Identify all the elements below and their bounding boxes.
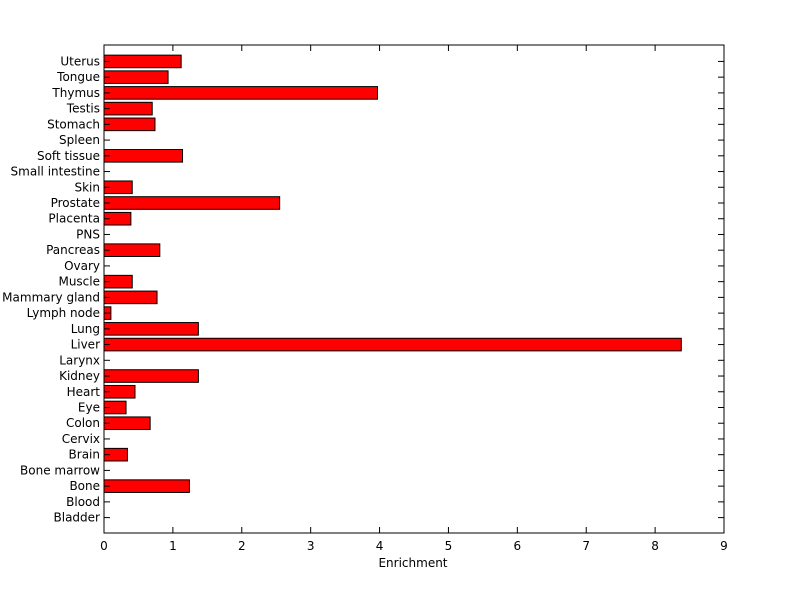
- y-tick-label: Tongue: [56, 70, 100, 84]
- x-tick-label: 7: [582, 539, 590, 553]
- x-ticks-layer: 0 1 2 3 4 5 6 7 8 9: [100, 45, 728, 553]
- bar-uterus: [103, 54, 182, 69]
- y-tick-label: Blood: [66, 495, 100, 509]
- plot-frame: [103, 44, 725, 534]
- y-tick-label: Small intestine: [11, 165, 100, 179]
- x-tick-label: 1: [169, 539, 177, 553]
- y-tick-label: Skin: [74, 180, 100, 194]
- y-tick-label: Stomach: [47, 117, 100, 131]
- y-tick-label: Prostate: [51, 196, 100, 210]
- y-tick-label: Mammary gland: [2, 290, 100, 304]
- bar-liver: [103, 337, 682, 352]
- y-tick-label: Lung: [71, 322, 100, 336]
- y-tick-label: Placenta: [48, 212, 100, 226]
- y-tick-label: Colon: [66, 416, 100, 430]
- y-tick-label: Bone: [69, 479, 100, 493]
- y-tick-label: Brain: [69, 448, 100, 462]
- bar-pancreas: [103, 243, 161, 257]
- y-tick-label: Lymph node: [27, 306, 100, 320]
- y-tick-label: PNS: [76, 227, 100, 241]
- y-tick-label: Ovary: [64, 259, 100, 273]
- x-tick-label: 3: [307, 539, 315, 553]
- x-tick-label: 2: [238, 539, 246, 553]
- x-tick-label: 0: [100, 539, 108, 553]
- x-tick-label: 9: [720, 539, 728, 553]
- y-tick-label: Kidney: [59, 369, 100, 383]
- bar-kidney: [103, 369, 199, 383]
- bar-thymus: [103, 86, 378, 100]
- x-tick-label: 6: [514, 539, 522, 553]
- bar-prostate: [103, 196, 281, 210]
- bar-testis: [103, 101, 153, 116]
- bar-bone: [103, 479, 190, 493]
- bar-tongue: [103, 70, 169, 84]
- y-tick-label: Bone marrow: [20, 463, 100, 477]
- y-tick-label: Liver: [71, 338, 101, 352]
- bar-lung: [103, 322, 199, 336]
- x-tick-label: 8: [651, 539, 659, 553]
- bar-stomach: [103, 117, 156, 132]
- bar-colon: [103, 416, 151, 431]
- y-tick-label: Heart: [67, 385, 101, 399]
- y-tick-label: Spleen: [59, 133, 100, 147]
- bar-mammary-gland: [103, 290, 158, 305]
- x-axis-label: Enrichment: [378, 556, 447, 570]
- y-tick-label: Bladder: [54, 511, 101, 525]
- y-tick-label: Pancreas: [46, 243, 100, 257]
- bar-soft-tissue: [103, 149, 184, 163]
- x-tick-label: 5: [445, 539, 453, 553]
- y-tick-label: Eye: [78, 400, 100, 414]
- y-tick-label: Uterus: [60, 54, 100, 68]
- y-tick-label: Thymus: [51, 86, 100, 100]
- x-tick-label: 4: [376, 539, 384, 553]
- plot-background: [104, 45, 724, 533]
- y-tick-label: Testis: [66, 102, 100, 116]
- y-tick-label: Soft tissue: [37, 149, 100, 163]
- y-tick-label: Cervix: [62, 432, 100, 446]
- y-tick-label: Muscle: [58, 275, 100, 289]
- y-tick-label: Larynx: [59, 353, 100, 367]
